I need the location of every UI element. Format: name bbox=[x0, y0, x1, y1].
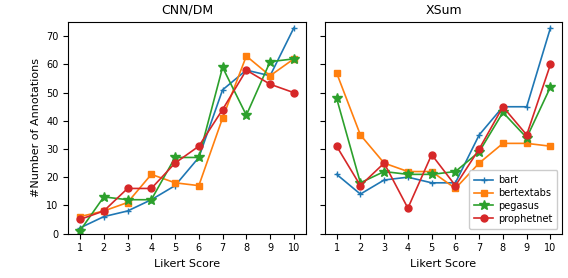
X-axis label: Likert Score: Likert Score bbox=[411, 259, 477, 269]
pegasus bbox=[547, 85, 554, 89]
bertextabs bbox=[428, 170, 435, 173]
Title: CNN/DM: CNN/DM bbox=[161, 4, 213, 17]
bart bbox=[172, 184, 178, 187]
prophetnet bbox=[148, 187, 154, 190]
bart bbox=[243, 68, 250, 72]
pegasus bbox=[77, 229, 83, 232]
bart bbox=[333, 173, 340, 176]
pegasus bbox=[428, 173, 435, 176]
prophetnet bbox=[381, 162, 387, 165]
bertextabs bbox=[267, 74, 274, 78]
bertextabs bbox=[404, 170, 411, 173]
bertextabs bbox=[499, 142, 506, 145]
prophetnet bbox=[333, 145, 340, 148]
prophetnet bbox=[428, 153, 435, 156]
bart bbox=[77, 226, 83, 230]
bertextabs bbox=[77, 215, 83, 218]
bertextabs bbox=[476, 162, 483, 165]
bertextabs bbox=[195, 184, 202, 187]
bertextabs bbox=[357, 133, 364, 136]
bart bbox=[381, 178, 387, 182]
prophetnet bbox=[219, 108, 226, 111]
bertextabs bbox=[243, 54, 250, 58]
prophetnet bbox=[523, 133, 530, 136]
bertextabs bbox=[381, 162, 387, 165]
bart bbox=[523, 105, 530, 108]
pegasus bbox=[476, 150, 483, 153]
Line: bart: bart bbox=[333, 24, 554, 198]
bart bbox=[124, 209, 131, 213]
Line: prophetnet: prophetnet bbox=[333, 61, 554, 212]
bart bbox=[148, 198, 154, 201]
Line: bertextabs: bertextabs bbox=[334, 70, 553, 191]
bertextabs bbox=[219, 116, 226, 120]
prophetnet bbox=[77, 218, 83, 221]
bart bbox=[219, 88, 226, 91]
pegasus bbox=[219, 66, 226, 69]
prophetnet bbox=[124, 187, 131, 190]
bertextabs bbox=[124, 201, 131, 204]
X-axis label: Likert Score: Likert Score bbox=[154, 259, 220, 269]
bertextabs bbox=[172, 181, 178, 185]
bart bbox=[195, 156, 202, 159]
pegasus bbox=[381, 170, 387, 173]
pegasus bbox=[124, 198, 131, 201]
pegasus bbox=[357, 181, 364, 185]
prophetnet bbox=[172, 162, 178, 165]
pegasus bbox=[290, 57, 297, 61]
pegasus bbox=[172, 156, 178, 159]
prophetnet bbox=[101, 209, 107, 213]
bertextabs bbox=[333, 71, 340, 75]
pegasus bbox=[195, 156, 202, 159]
bertextabs bbox=[452, 187, 459, 190]
bart bbox=[428, 181, 435, 185]
bart bbox=[404, 175, 411, 179]
Legend: bart, bertextabs, pegasus, prophetnet: bart, bertextabs, pegasus, prophetnet bbox=[469, 170, 557, 229]
bart bbox=[547, 26, 554, 29]
Line: prophetnet: prophetnet bbox=[77, 67, 297, 223]
Line: bertextabs: bertextabs bbox=[77, 53, 296, 219]
bertextabs bbox=[148, 173, 154, 176]
pegasus bbox=[267, 60, 274, 63]
prophetnet bbox=[499, 105, 506, 108]
bertextabs bbox=[523, 142, 530, 145]
prophetnet bbox=[404, 207, 411, 210]
prophetnet bbox=[290, 91, 297, 94]
Title: XSum: XSum bbox=[425, 4, 462, 17]
prophetnet bbox=[357, 184, 364, 187]
bertextabs bbox=[101, 209, 107, 213]
prophetnet bbox=[452, 184, 459, 187]
bart bbox=[476, 133, 483, 136]
Line: bart: bart bbox=[77, 24, 297, 231]
pegasus bbox=[499, 111, 506, 114]
Y-axis label: #Number of Annotations: #Number of Annotations bbox=[31, 58, 40, 197]
prophetnet bbox=[243, 68, 250, 72]
bertextabs bbox=[290, 57, 297, 61]
Line: pegasus: pegasus bbox=[332, 82, 556, 188]
bart bbox=[267, 74, 274, 78]
Line: pegasus: pegasus bbox=[75, 54, 299, 235]
pegasus bbox=[333, 97, 340, 100]
pegasus bbox=[452, 170, 459, 173]
prophetnet bbox=[267, 83, 274, 86]
pegasus bbox=[148, 198, 154, 201]
bertextabs bbox=[547, 145, 554, 148]
bart bbox=[452, 181, 459, 185]
pegasus bbox=[404, 173, 411, 176]
bart bbox=[101, 215, 107, 218]
prophetnet bbox=[195, 145, 202, 148]
prophetnet bbox=[476, 147, 483, 151]
bart bbox=[499, 105, 506, 108]
prophetnet bbox=[547, 63, 554, 66]
pegasus bbox=[523, 136, 530, 139]
bart bbox=[290, 26, 297, 29]
bart bbox=[357, 192, 364, 196]
pegasus bbox=[243, 113, 250, 117]
pegasus bbox=[101, 195, 107, 198]
